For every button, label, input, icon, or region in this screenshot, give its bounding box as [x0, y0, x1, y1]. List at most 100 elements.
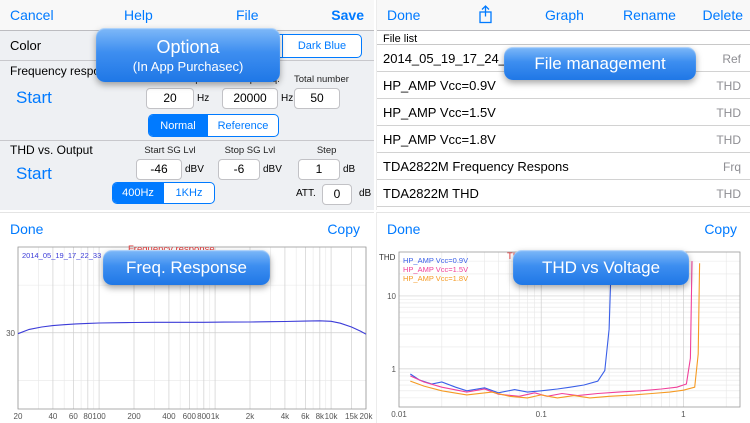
- svg-text:600: 600: [183, 412, 197, 421]
- file-row[interactable]: HP_AMP Vcc=1.8V THD: [377, 126, 750, 153]
- svg-text:1k: 1k: [211, 412, 220, 421]
- svg-text:40: 40: [48, 412, 57, 421]
- start-sg-input[interactable]: -46: [136, 159, 182, 180]
- start-freq-unit: Hz: [197, 93, 210, 104]
- file-type-badge: THD: [716, 79, 741, 93]
- stop-sg-label: Stop SG Lvl: [224, 145, 276, 156]
- files-toolbar: Done Graph Rename Delete: [377, 0, 750, 31]
- options-callout: Optiona (In App Purchasec): [96, 28, 280, 82]
- thd-voltage-callout-label: THD vs Voltage: [541, 257, 661, 277]
- freq-response-graph-panel: Done Copy 20 40 60 80 100 200 400 600 800 1k 2k 4k 6…: [0, 212, 374, 423]
- graph-button[interactable]: Graph: [545, 7, 584, 23]
- svg-text:0.01: 0.01: [391, 410, 407, 419]
- start-sg-unit: dBV: [185, 164, 204, 175]
- mode-option-normal[interactable]: Normal: [149, 115, 207, 136]
- file-button[interactable]: File: [236, 7, 259, 23]
- total-number-input[interactable]: 50: [294, 88, 340, 109]
- thd-voltage-callout: THD vs Voltage: [513, 250, 689, 285]
- thd-graph-done-button[interactable]: Done: [387, 221, 421, 237]
- file-management-callout: File management: [504, 47, 696, 80]
- freq-start-button[interactable]: Start: [16, 88, 52, 107]
- freq-response-callout: Freq. Response: [103, 250, 270, 285]
- svg-text:200: 200: [127, 412, 141, 421]
- color-label: Color: [10, 38, 42, 53]
- file-type-badge: Ref: [722, 52, 741, 66]
- file-list-panel: Done Graph Rename Delete File list 2014_…: [376, 0, 750, 210]
- freq-graph-copy-button[interactable]: Copy: [327, 221, 360, 237]
- file-row[interactable]: TDA2822M Frequency Respons Frq: [377, 153, 750, 180]
- file-type-badge: THD: [716, 187, 741, 201]
- file-name: HP_AMP Vcc=1.5V: [383, 105, 496, 120]
- start-freq-input[interactable]: 20: [146, 88, 194, 109]
- file-type-badge: THD: [716, 133, 741, 147]
- delete-button[interactable]: Delete: [702, 7, 743, 23]
- file-row[interactable]: TDA2822M THD THD: [377, 180, 750, 207]
- step-label: Step: [316, 145, 337, 156]
- svg-text:HP_AMP Vcc=1.5V: HP_AMP Vcc=1.5V: [403, 265, 468, 274]
- svg-text:800: 800: [197, 412, 211, 421]
- svg-text:100: 100: [92, 412, 106, 421]
- thd-section-title: THD vs. Output: [10, 143, 93, 157]
- att-input[interactable]: 0: [322, 184, 352, 205]
- att-unit: dB: [359, 188, 372, 199]
- start-sg-label: Start SG Lvl: [144, 145, 196, 156]
- save-button[interactable]: Save: [331, 7, 364, 23]
- total-number-field-group: Total number 50: [294, 74, 349, 109]
- file-type-badge: Frq: [723, 160, 741, 174]
- svg-text:1: 1: [392, 365, 397, 374]
- freq-response-callout-label: Freq. Response: [126, 257, 247, 277]
- settings-toolbar: Cancel Help File Save: [0, 0, 374, 31]
- stop-sg-field-group: Stop SG Lvl -6 dBV: [218, 145, 282, 180]
- freq-section-title: Frequency response: [10, 64, 120, 78]
- sg-freq-segmented-control[interactable]: 400Hz 1KHz: [112, 182, 215, 204]
- thd-graph-panel: Done Copy 0.01 0.1 1 10 1 HP_AMP Vcc=0.9V HP_A…: [376, 212, 750, 423]
- att-label: ATT.: [296, 188, 316, 199]
- file-name: HP_AMP Vcc=0.9V: [383, 78, 496, 93]
- options-callout-subtitle: (In App Purchasec): [132, 58, 244, 74]
- svg-text:20k: 20k: [360, 412, 374, 421]
- thd-start-button[interactable]: Start: [16, 164, 52, 183]
- svg-text:400: 400: [162, 412, 176, 421]
- stop-sg-input[interactable]: -6: [218, 159, 260, 180]
- file-type-badge: THD: [716, 106, 741, 120]
- thd-graph-copy-button[interactable]: Copy: [704, 221, 737, 237]
- svg-text:30: 30: [6, 329, 15, 338]
- file-row[interactable]: HP_AMP Vcc=1.5V THD: [377, 99, 750, 126]
- svg-text:10: 10: [387, 292, 396, 301]
- file-name: TDA2822M THD: [383, 186, 479, 201]
- total-number-label: Total number: [294, 74, 349, 85]
- stop-sg-unit: dBV: [263, 164, 282, 175]
- svg-text:8k: 8k: [316, 412, 325, 421]
- svg-text:20: 20: [14, 412, 23, 421]
- file-list-header: File list: [383, 33, 418, 45]
- stop-freq-input[interactable]: 20000: [222, 88, 278, 109]
- step-input[interactable]: 1: [298, 159, 340, 180]
- svg-text:0.1: 0.1: [536, 410, 548, 419]
- svg-text:6k: 6k: [301, 412, 310, 421]
- svg-text:10k: 10k: [325, 412, 339, 421]
- files-done-button[interactable]: Done: [387, 7, 421, 23]
- svg-text:Frequency response: Frequency response: [128, 244, 215, 255]
- mode-option-reference[interactable]: Reference: [207, 115, 278, 136]
- mode-segmented-control[interactable]: Normal Reference: [148, 114, 279, 137]
- rename-button[interactable]: Rename: [623, 7, 676, 23]
- color-option-dark-blue[interactable]: Dark Blue: [282, 35, 361, 57]
- step-field-group: Step 1 dB: [298, 145, 355, 180]
- stop-freq-unit: Hz: [281, 93, 294, 104]
- svg-text:HP_AMP Vcc=1.8V: HP_AMP Vcc=1.8V: [403, 274, 468, 283]
- file-name: 2014_05_19_17_24_59: [383, 51, 521, 66]
- svg-text:THD: THD: [379, 253, 396, 262]
- svg-text:HP_AMP Vcc=0.9V: HP_AMP Vcc=0.9V: [403, 256, 468, 265]
- sg-freq-option-400hz[interactable]: 400Hz: [113, 183, 163, 203]
- cancel-button[interactable]: Cancel: [10, 7, 54, 23]
- help-button[interactable]: Help: [124, 7, 153, 23]
- file-name: TDA2822M Frequency Respons: [383, 159, 569, 174]
- svg-text:1: 1: [681, 410, 686, 419]
- start-sg-field-group: Start SG Lvl -46 dBV: [136, 145, 204, 180]
- sg-freq-option-1khz[interactable]: 1KHz: [163, 183, 214, 203]
- share-icon[interactable]: [477, 4, 494, 31]
- svg-text:4k: 4k: [281, 412, 290, 421]
- svg-text:2014_05_19_17_22_33: 2014_05_19_17_22_33: [22, 251, 101, 260]
- options-callout-title: Optiona: [156, 36, 220, 57]
- freq-graph-done-button[interactable]: Done: [10, 221, 44, 237]
